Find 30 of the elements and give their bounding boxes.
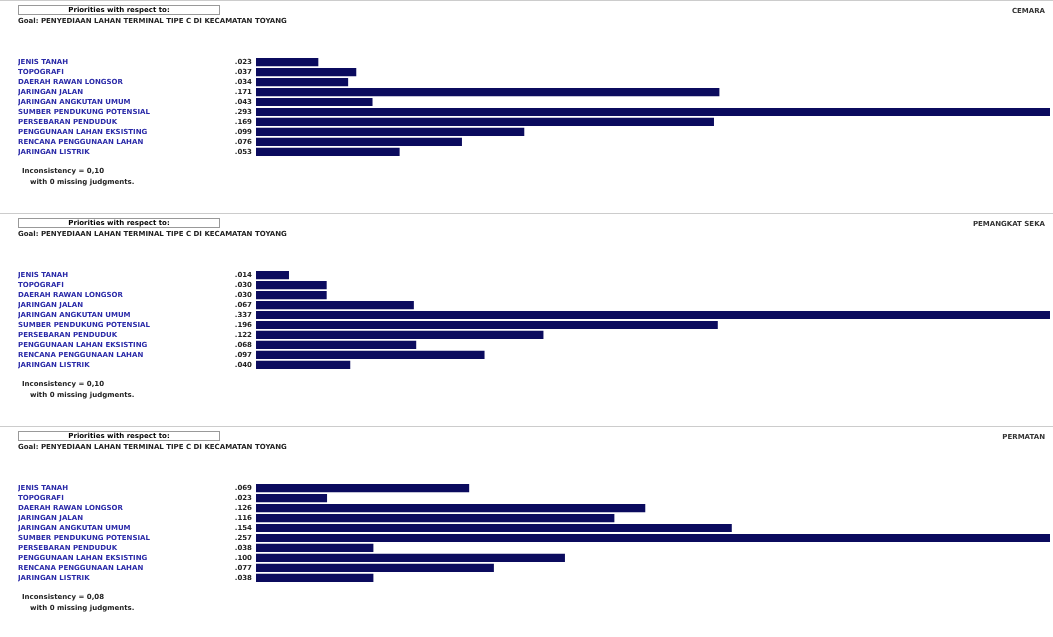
bar [256,147,400,156]
bar [256,504,646,513]
bar [256,117,714,127]
bar [256,127,525,136]
bar [256,553,565,562]
bar [256,523,732,533]
bar [256,87,720,97]
bar [256,494,328,503]
bar [256,107,1050,117]
bar [256,291,327,300]
bar [256,340,417,349]
bar [256,513,615,523]
bar [256,563,494,572]
bar [256,78,349,87]
bar [256,573,374,582]
bar [256,281,327,290]
bar [256,484,470,493]
bar [256,300,414,310]
bar [256,97,373,107]
bar [256,320,718,330]
bar [256,330,544,340]
bar [256,533,1050,543]
bar [256,137,462,146]
bar [256,350,485,359]
bar [256,58,319,67]
bar [256,310,1050,320]
bar [256,360,351,369]
bar [256,68,357,77]
bar [256,543,374,553]
bar [256,271,289,280]
